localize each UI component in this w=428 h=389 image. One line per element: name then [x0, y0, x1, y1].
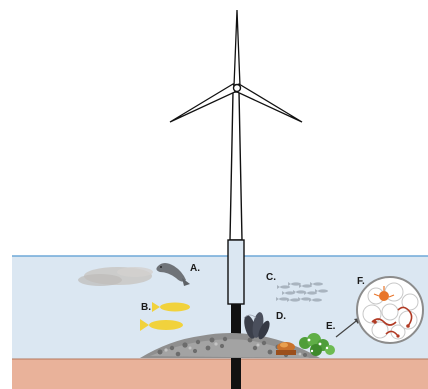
label-f: F. — [357, 276, 365, 287]
seal-illustration — [156, 263, 190, 286]
transition-piece — [227, 239, 245, 305]
sky — [0, 0, 428, 256]
sediment-plume — [78, 267, 153, 286]
scour-protection-rocks — [140, 333, 320, 358]
label-c: C. — [266, 272, 276, 283]
magnified-microbe-view — [356, 276, 424, 344]
label-a: A. — [190, 263, 200, 274]
small-fish-school — [276, 282, 328, 302]
label-e: E. — [326, 321, 336, 332]
crab-illustration — [276, 342, 296, 355]
yellow-fish — [140, 319, 183, 331]
label-b: B. — [141, 302, 151, 313]
label-d: D. — [276, 311, 286, 322]
yellow-fish — [152, 302, 190, 312]
mussel-cluster — [243, 312, 270, 340]
yellow-fish-group — [140, 302, 190, 331]
seabed — [12, 359, 428, 389]
turbine-hub — [232, 83, 242, 93]
algae-cluster — [299, 333, 335, 356]
orange-organism — [373, 286, 395, 301]
